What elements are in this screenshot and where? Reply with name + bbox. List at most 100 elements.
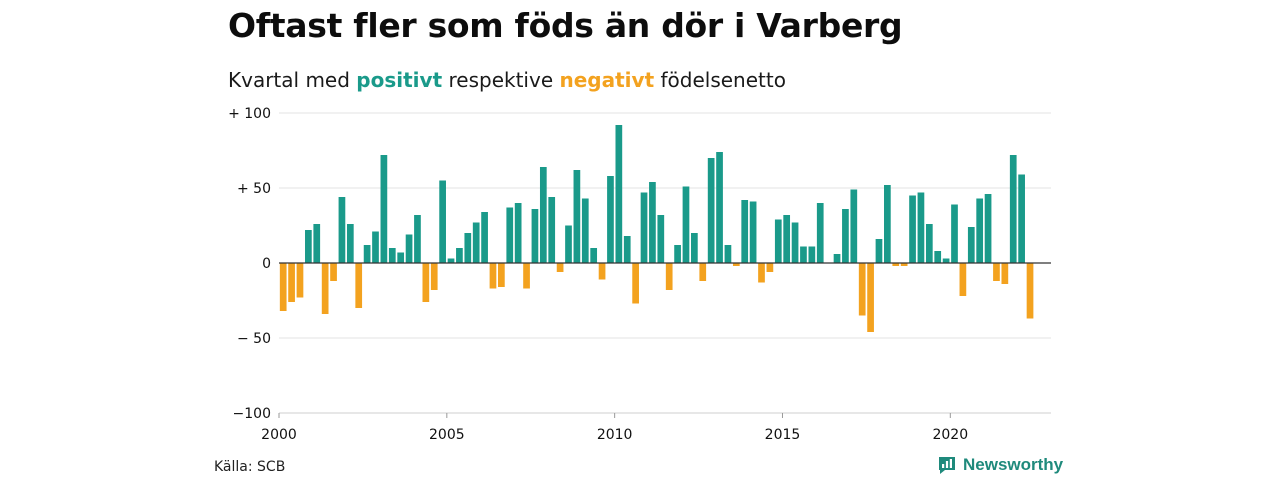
bar [791, 222, 799, 263]
bar [951, 204, 958, 263]
y-tick-label: + 100 [228, 106, 271, 122]
bar [523, 263, 530, 289]
bar [498, 263, 505, 287]
subtitle-suffix: födelsenetto [660, 68, 786, 92]
bar [489, 263, 497, 289]
bar [716, 152, 723, 263]
bar [581, 198, 589, 263]
bar [808, 246, 816, 263]
bar [372, 231, 379, 263]
bar [816, 203, 824, 263]
chart-logo-icon [939, 457, 955, 474]
x-tick-label: 2015 [765, 427, 801, 443]
bar [422, 263, 430, 302]
bar [531, 209, 539, 263]
bar [548, 197, 556, 263]
bar [598, 263, 606, 280]
bar [388, 248, 396, 263]
bar [573, 170, 581, 263]
x-tick-label: 2020 [932, 427, 968, 443]
bar [439, 180, 446, 263]
bar [615, 125, 623, 263]
bar [405, 234, 413, 263]
bar [430, 263, 438, 290]
bar [984, 194, 992, 263]
bar [993, 263, 1000, 281]
bar [514, 203, 522, 263]
bar [934, 251, 942, 263]
bar [657, 215, 665, 263]
chart-subtitle: Kvartal med positivt respektive negativt… [228, 68, 786, 92]
bar [749, 201, 757, 263]
bar [724, 245, 732, 263]
bar [414, 215, 421, 263]
bar [363, 245, 371, 263]
bar [1018, 174, 1025, 263]
bar [842, 209, 849, 263]
x-tick-label: 2005 [429, 427, 465, 443]
chart-title: Oftast fler som föds än dör i Varberg [228, 6, 903, 45]
y-tick-label: −100 [233, 406, 271, 422]
bar [682, 186, 690, 263]
bars [279, 125, 1034, 332]
bar [707, 158, 715, 263]
subtitle-prefix: Kvartal med [228, 68, 350, 92]
bar [321, 263, 329, 314]
bar [279, 263, 287, 311]
bar [1009, 155, 1017, 263]
x-tick-label: 2010 [597, 427, 633, 443]
bar [774, 219, 782, 263]
bar [305, 230, 312, 263]
bar [456, 248, 463, 263]
bar [909, 195, 916, 263]
bar [607, 176, 614, 263]
subtitle-negative: negativt [559, 68, 655, 92]
bar [565, 225, 572, 263]
bar [640, 192, 648, 263]
x-tick-label: 2000 [261, 427, 297, 443]
bar [741, 200, 749, 263]
source-label: Källa: SCB [214, 459, 286, 475]
bar [472, 222, 480, 263]
y-tick-label: 0 [262, 256, 271, 272]
bar [892, 263, 900, 266]
bar [338, 197, 346, 263]
bar [833, 254, 841, 263]
axes: + 100 + 50 0 − 50 −100 2000 2005 2010 2015 2020 [228, 106, 1051, 443]
bar [380, 155, 388, 263]
bar [330, 263, 337, 281]
bar [959, 263, 967, 296]
y-tick-label: − 50 [237, 331, 271, 347]
bar [481, 212, 488, 263]
bar [346, 224, 354, 263]
bar [850, 189, 858, 263]
bar [917, 192, 925, 263]
logo-text: Newsworthy [963, 455, 1064, 474]
newsworthy-logo: Newsworthy [937, 455, 1063, 475]
bar [732, 263, 740, 266]
y-tick-label: + 50 [237, 181, 271, 197]
bar [464, 233, 472, 263]
bar [925, 224, 933, 263]
bar [313, 224, 321, 263]
bar [783, 215, 791, 263]
bar [447, 258, 455, 263]
bar [900, 263, 908, 266]
bar [623, 236, 631, 263]
bar [539, 167, 547, 263]
bar [800, 246, 807, 263]
bar [967, 227, 975, 263]
subtitle-middle: respektive [448, 68, 554, 92]
bar [875, 239, 883, 263]
bar [556, 263, 564, 272]
bar [858, 263, 866, 316]
bar [590, 248, 598, 263]
bar [296, 263, 304, 298]
bar [397, 252, 405, 263]
bar [649, 182, 656, 263]
bar [665, 263, 673, 290]
bar [699, 263, 707, 281]
bar [674, 245, 681, 263]
subtitle-positive: positivt [356, 68, 443, 92]
